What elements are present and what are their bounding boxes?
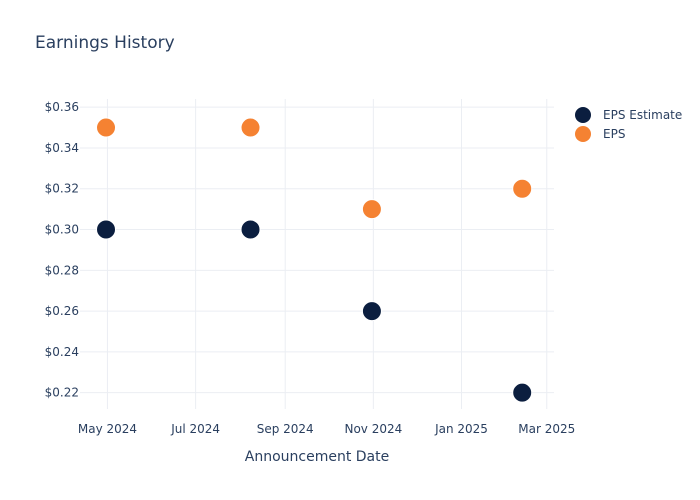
- y-tick-label: $0.32: [45, 182, 79, 196]
- eps-point[interactable]: [240, 117, 261, 138]
- y-tick-label: $0.34: [45, 141, 79, 155]
- eps-point[interactable]: [361, 199, 382, 220]
- chart-title: Earnings History: [35, 33, 175, 53]
- y-axis-ticks: $0.22 $0.24 $0.26 $0.28 $0.30 $0.32 $0.34 $0.36: [45, 100, 79, 400]
- eps-estimate-point[interactable]: [361, 301, 382, 322]
- legend-label: EPS Estimate: [603, 108, 682, 122]
- legend-item[interactable]: EPS Estimate: [575, 107, 682, 123]
- legend-marker-icon: [575, 126, 591, 142]
- grid: [80, 99, 554, 409]
- eps-estimate-point[interactable]: [96, 219, 117, 240]
- x-tick-label: Nov 2024: [344, 422, 402, 436]
- y-tick-label: $0.36: [45, 100, 79, 114]
- y-tick-label: $0.26: [45, 304, 79, 318]
- x-tick-label: Mar 2025: [518, 422, 575, 436]
- legend[interactable]: EPS Estimate EPS: [575, 107, 682, 142]
- legend-item[interactable]: EPS: [575, 126, 625, 142]
- eps-estimate-point[interactable]: [512, 382, 533, 403]
- y-tick-label: $0.24: [45, 345, 79, 359]
- x-axis-ticks: May 2024 Jul 2024 Sep 2024 Nov 2024 Jan 2025…: [78, 422, 575, 436]
- x-tick-label: Jul 2024: [170, 422, 220, 436]
- x-axis-title: Announcement Date: [245, 449, 389, 465]
- eps-point[interactable]: [512, 178, 533, 199]
- y-tick-label: $0.28: [45, 263, 79, 277]
- y-tick-label: $0.22: [45, 386, 79, 400]
- x-tick-label: Jan 2025: [434, 422, 488, 436]
- legend-marker-icon: [575, 107, 591, 123]
- x-tick-label: May 2024: [78, 422, 137, 436]
- y-tick-label: $0.30: [45, 223, 79, 237]
- legend-label: EPS: [603, 127, 625, 141]
- eps-point[interactable]: [96, 117, 117, 138]
- eps-estimate-point[interactable]: [240, 219, 261, 240]
- x-tick-label: Sep 2024: [257, 422, 314, 436]
- data-points: [96, 117, 533, 403]
